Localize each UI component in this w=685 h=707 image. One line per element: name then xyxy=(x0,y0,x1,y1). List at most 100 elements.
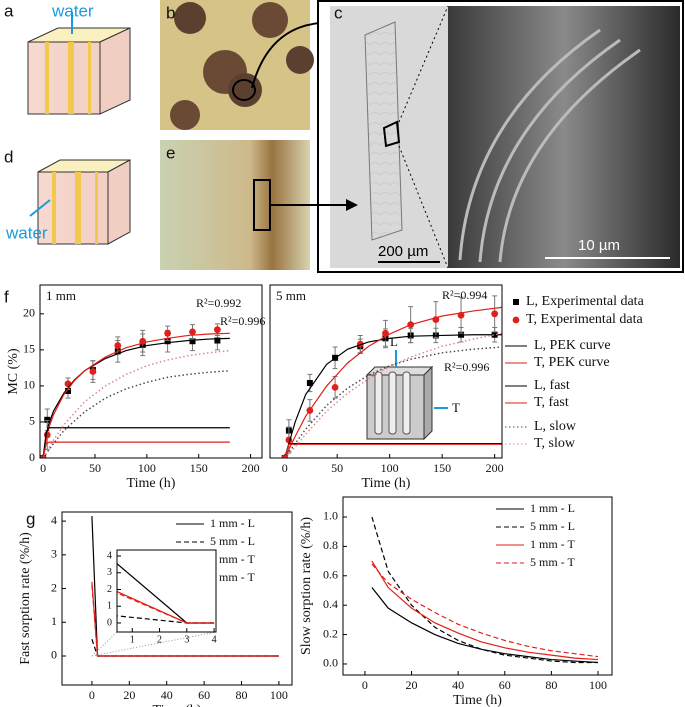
marker xyxy=(331,383,339,391)
legend-label: L, Experimental data xyxy=(526,294,645,309)
x-tick-label: 0 xyxy=(362,678,368,692)
line xyxy=(117,592,215,624)
panel-label: a xyxy=(4,1,14,20)
line xyxy=(371,587,599,664)
series-group xyxy=(281,295,502,458)
y-tick-label: 2 xyxy=(51,580,57,594)
y-axis-label: Fast sorption rate (%/h) xyxy=(18,532,33,665)
legend-label: 1 mm - L xyxy=(210,516,255,530)
x-tick-label: 1 xyxy=(130,634,135,645)
y-tick-label: 0.2 xyxy=(323,626,338,640)
line xyxy=(42,337,230,458)
x-tick-label: 0 xyxy=(40,461,46,475)
marker xyxy=(491,310,499,318)
legend-label: L, PEK curve xyxy=(534,338,611,353)
y-tick-label: 1 xyxy=(51,614,57,628)
series-group xyxy=(40,323,230,458)
y-tick-label: 0.6 xyxy=(323,568,338,582)
block-inset xyxy=(365,350,448,441)
legend-label: 5 mm - T xyxy=(530,555,575,569)
x-tick-label: 150 xyxy=(190,461,208,475)
x-tick-label: 100 xyxy=(589,678,607,692)
scale-bar-label: 200 µm xyxy=(378,243,428,260)
series-group xyxy=(91,516,279,657)
photo-e xyxy=(160,140,358,270)
legend-marker xyxy=(512,316,520,324)
x-tick-label: 100 xyxy=(381,461,399,475)
cube-d xyxy=(29,159,131,245)
x-tick-label: 100 xyxy=(138,461,156,475)
y-tick-label: 0.0 xyxy=(323,656,338,670)
chart-title: 1 mm xyxy=(46,288,76,303)
legend-marker xyxy=(513,299,519,305)
y-tick-label: 2 xyxy=(107,584,112,595)
x-axis-label: Time (h) xyxy=(153,703,202,707)
y-tick-label: 0 xyxy=(107,617,112,628)
plot-frame xyxy=(269,284,503,459)
zoom-guide xyxy=(91,631,217,657)
line xyxy=(284,306,502,458)
marker xyxy=(65,387,72,394)
x-tick-label: 200 xyxy=(486,461,504,475)
scale-bar-label: 10 µm xyxy=(578,237,620,254)
y-axis-label: MC (%) xyxy=(6,348,21,395)
y-tick-label: 10 xyxy=(23,378,35,392)
legend-label: 1 mm - T xyxy=(530,537,575,551)
x-tick-label: 0 xyxy=(282,461,288,475)
marker xyxy=(189,328,196,336)
line xyxy=(42,332,230,458)
x-axis-label: Time (h) xyxy=(127,476,176,491)
line xyxy=(284,332,502,458)
y-tick-label: 0.8 xyxy=(323,538,338,552)
marker xyxy=(213,326,221,334)
line xyxy=(42,427,230,458)
annotation: R²=0.994 xyxy=(442,288,487,302)
x-tick-label: 40 xyxy=(452,678,464,692)
legend-label: 5 mm - L xyxy=(530,519,575,533)
line xyxy=(284,442,502,458)
legend-label: T, PEK curve xyxy=(534,355,610,370)
line xyxy=(284,334,502,458)
x-axis-label: Time (h) xyxy=(362,476,411,491)
water-label: water xyxy=(5,223,48,242)
y-tick-label: 0.4 xyxy=(323,597,338,611)
legend-label: 1 mm - L xyxy=(530,501,575,515)
marker xyxy=(306,380,313,387)
x-tick-label: 50 xyxy=(89,461,101,475)
marker xyxy=(89,368,97,375)
photo-b xyxy=(160,0,314,130)
x-tick-label: 150 xyxy=(433,461,451,475)
plot: 1 2 3 4 0 1 2 3 4 xyxy=(107,549,217,645)
plot: 0 20 40 60 80 100 0.0 0.2 0.4 0.6 0.8 1.0 Time (h) Sl… xyxy=(299,496,613,707)
legend-label: L, fast xyxy=(534,378,570,393)
x-tick-label: 60 xyxy=(198,688,210,702)
chart-title: 5 mm xyxy=(276,288,306,303)
legend-label: L, slow xyxy=(534,419,577,434)
y-tick-label: 3 xyxy=(51,547,57,561)
plot: 0 50 100 150 200 Time (h) 5 mm R²=0.994 R²=0.996… xyxy=(269,284,645,491)
plot-frame xyxy=(39,284,263,459)
axis-direction-label: L xyxy=(390,334,398,349)
plot-frame xyxy=(116,549,217,633)
x-tick-label: 60 xyxy=(499,678,511,692)
micrograph-c xyxy=(317,0,684,273)
y-tick-label: 0 xyxy=(51,648,57,662)
x-axis-label: Time (h) xyxy=(453,693,502,707)
y-axis-label: Slow sorption rate (%/h) xyxy=(299,517,314,655)
legend-label: T, fast xyxy=(534,395,569,410)
water-label: water xyxy=(51,1,94,20)
line xyxy=(42,441,230,458)
y-tick-label: 20 xyxy=(23,306,35,320)
line xyxy=(42,349,230,458)
plot: 0 50 100 150 200 0 5 10 15 20 Time (h) MC (%) 1 mm R²… xyxy=(6,284,265,491)
line xyxy=(91,581,279,657)
panel-label: b xyxy=(166,3,175,22)
inset-background xyxy=(117,550,216,632)
legend-label: 1 mm - T xyxy=(210,552,255,566)
x-tick-label: 100 xyxy=(270,688,288,702)
panel-label: e xyxy=(166,143,175,162)
panel-label: f xyxy=(4,287,9,306)
marker xyxy=(164,329,171,337)
legend-label: 5 mm - L xyxy=(210,534,255,548)
x-tick-label: 2 xyxy=(157,634,162,645)
